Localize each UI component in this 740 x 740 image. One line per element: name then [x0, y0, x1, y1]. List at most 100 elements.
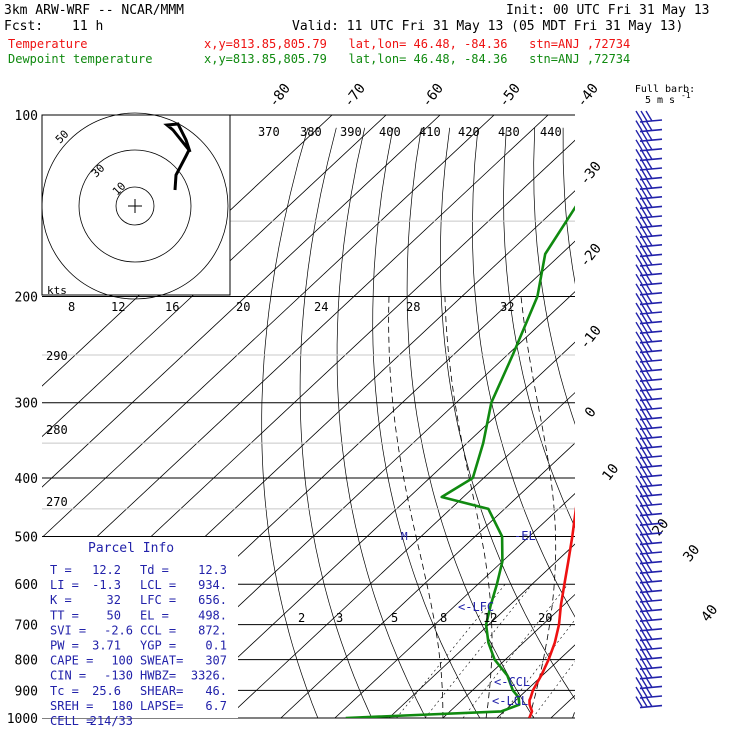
wind-barb-feather — [640, 542, 648, 554]
wind-barb-feather — [635, 158, 643, 170]
wind-barb — [639, 436, 663, 440]
pressure-tick-label: 700 — [15, 619, 38, 634]
theta-label: 380 — [300, 125, 322, 139]
parcel-info-key: LAPSE= — [140, 699, 183, 713]
dry-adiabat-line — [533, 127, 575, 425]
wind-barb — [639, 311, 663, 315]
moist-adiabat-line — [616, 297, 740, 719]
mixing-ratio-label: 20 — [236, 300, 250, 314]
wind-barb-feather — [635, 523, 643, 535]
wind-barb — [639, 407, 663, 411]
wind-barb-feather — [635, 216, 643, 227]
parcel-info-value: 0.1 — [205, 639, 227, 653]
wind-barb-feather — [635, 446, 643, 458]
wind-barb-feather — [635, 437, 643, 448]
wind-barb — [639, 320, 663, 325]
wind-barb-feather — [645, 235, 653, 247]
moist-adiabat-line — [520, 296, 557, 718]
wind-barb-feather — [640, 417, 648, 429]
wind-barb — [639, 349, 663, 354]
dry-adiabat-line — [299, 127, 373, 718]
wind-barb-feather — [645, 465, 653, 477]
wind-barb — [639, 666, 663, 670]
pressure-tick-label: 200 — [15, 291, 38, 306]
wind-barb-feather — [640, 609, 648, 621]
wind-barb-feather — [645, 206, 653, 218]
hodograph-box — [41, 114, 231, 296]
wind-barb-feather — [635, 485, 643, 496]
wind-barb-feather — [635, 408, 643, 419]
isotherm-label: -60 — [419, 81, 447, 111]
wind-barb-feather — [635, 513, 643, 525]
wind-barb-feather — [635, 638, 643, 650]
wind-barb-feather — [635, 360, 643, 371]
wind-barb-feather — [640, 293, 648, 304]
parcel-info-value: -130 — [104, 669, 133, 683]
wind-barb-feather — [635, 321, 643, 333]
dry-adiabat-line — [733, 128, 740, 731]
wind-barb-feather — [635, 389, 643, 400]
wind-barb-feather — [635, 379, 643, 391]
pressure-tick-label: 100 — [15, 109, 38, 124]
wind-barb-feather — [645, 609, 653, 621]
wind-barb — [639, 301, 663, 306]
parcel-info-panel: Parcel Info T = 12.2 Td = 12.3 LI = -1.3 LCL = 9… — [42, 537, 238, 728]
wind-barb-feather — [640, 302, 648, 314]
parcel-info-key: YGP = — [140, 639, 176, 653]
wind-barb-feather — [635, 456, 643, 467]
wind-barb-feather — [640, 686, 648, 698]
dry-adiabat-line — [406, 127, 535, 718]
wind-barb-feather — [635, 369, 643, 381]
pressure-tick-label: 900 — [15, 684, 38, 699]
wind-barb-feather — [640, 667, 648, 679]
wind-barb-feather — [645, 533, 653, 544]
parcel-info-key: LFC = — [140, 593, 176, 607]
wind-barb-feather — [635, 341, 643, 352]
pressure-tick-label: 1000 — [7, 712, 38, 727]
mixing-ratio-label: 24 — [314, 300, 328, 314]
dry-adiabat-line — [562, 127, 575, 285]
parcel-info-value: 46. — [205, 684, 227, 698]
parcel-info-value: 214/33 — [90, 714, 133, 728]
parcel-info-key: TT = — [50, 608, 79, 622]
parcel-info-key: LCL = — [140, 578, 176, 592]
wind-barb — [639, 359, 663, 363]
wind-barb — [639, 532, 663, 536]
wind-barb-feather — [645, 110, 653, 122]
wind-barb-feather — [640, 485, 648, 496]
wind-barb-feather — [645, 696, 653, 707]
hodograph-ring-50 — [41, 112, 229, 300]
parcel-info-value: 3326. — [191, 669, 227, 683]
isotherm-label: -30 — [577, 159, 605, 189]
wind-barb — [639, 167, 663, 171]
mixing-ratio-line — [424, 584, 533, 718]
parcel-info-key: HWBZ= — [140, 669, 176, 683]
wind-barb-feather — [640, 216, 648, 227]
wind-barb-feather — [645, 254, 653, 266]
wind-barb — [639, 282, 663, 286]
wind-barb-feather — [640, 254, 648, 266]
wind-barb-feather — [635, 235, 643, 247]
valid-time: Valid: 11 UTC Fri 31 May 13 (05 MDT Fri … — [292, 19, 684, 34]
isotherm-line — [226, 392, 575, 718]
wind-barb-feather — [640, 437, 648, 448]
wind-barb-feather — [640, 571, 648, 583]
wind-barb-feather — [645, 513, 653, 525]
wind-barb-feather — [640, 552, 648, 563]
wind-barb-feather — [645, 523, 653, 535]
wind-barb — [639, 128, 663, 133]
parcel-info-title: Parcel Info — [88, 541, 174, 556]
wind-barb-feather — [635, 648, 643, 659]
isotherm-label: -20 — [577, 241, 605, 271]
wind-barb — [639, 618, 663, 622]
wind-barb — [639, 474, 663, 478]
isotherm-label: -10 — [577, 323, 605, 353]
lcl-label: <-LCL — [492, 694, 528, 708]
wind-barb — [639, 272, 663, 277]
wind-barb-feather — [645, 369, 653, 381]
isotherm-line — [172, 341, 575, 718]
wind-barb — [639, 244, 663, 248]
wind-barb-feather — [645, 494, 653, 506]
wind-barb-feather — [645, 619, 653, 631]
wind-barb-feather — [640, 677, 648, 688]
